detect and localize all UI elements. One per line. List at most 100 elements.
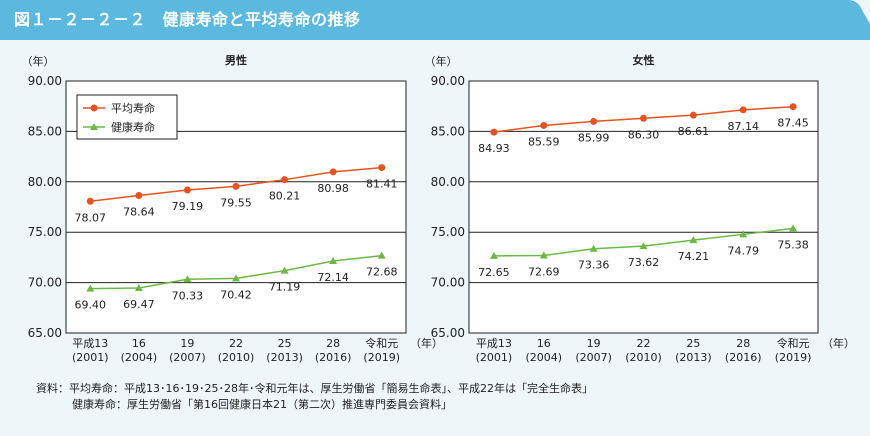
data-label: 72.65 <box>478 266 510 279</box>
x-tick-label: 28 <box>736 337 750 350</box>
data-label: 70.33 <box>172 289 204 302</box>
data-label: 74.21 <box>678 250 710 263</box>
x-tick-label: 28 <box>326 337 340 350</box>
y-tick-label: 75.00 <box>28 225 62 239</box>
x-tick-label-year: (2016) <box>725 351 762 364</box>
x-tick-label-year: (2001) <box>476 351 513 364</box>
x-axis-unit: （年） <box>410 336 443 350</box>
x-tick-label-year: (2016) <box>315 351 352 364</box>
data-label: 80.98 <box>317 182 349 195</box>
y-tick-label: 70.00 <box>28 276 62 290</box>
data-point <box>183 275 192 283</box>
y-tick-label: 85.00 <box>431 124 465 138</box>
x-tick-label: 令和元 <box>365 336 398 350</box>
x-tick-label: 22 <box>637 337 651 350</box>
x-tick-label: 19 <box>180 337 194 350</box>
y-tick-label: 65.00 <box>28 326 62 340</box>
legend-label: 健康寿命 <box>111 120 155 134</box>
data-point <box>489 251 498 259</box>
data-point <box>539 251 548 259</box>
data-point <box>540 121 548 129</box>
data-label: 69.47 <box>123 298 155 311</box>
data-label: 71.19 <box>269 281 301 294</box>
data-point <box>689 236 698 244</box>
data-label: 74.79 <box>727 244 759 257</box>
data-point <box>281 176 289 184</box>
data-label: 84.93 <box>478 142 510 155</box>
y-tick-label: 80.00 <box>431 175 465 189</box>
data-label: 72.69 <box>528 265 560 278</box>
y-tick-label: 65.00 <box>431 326 465 340</box>
data-point <box>639 242 648 250</box>
data-point <box>86 197 94 205</box>
x-tick-label-year: (2019) <box>363 351 400 364</box>
data-point <box>589 244 598 252</box>
x-tick-label-year: (2013) <box>675 351 712 364</box>
data-label: 86.30 <box>628 128 660 141</box>
data-label: 78.64 <box>123 206 155 219</box>
y-tick-label: 90.00 <box>431 74 465 88</box>
y-tick-label: 85.00 <box>28 124 62 138</box>
x-tick-label: 25 <box>278 337 292 350</box>
y-tick-label: 70.00 <box>431 276 465 290</box>
data-point <box>689 111 697 119</box>
data-point <box>329 168 337 176</box>
data-label: 79.19 <box>172 200 204 213</box>
x-tick-label: 22 <box>229 337 243 350</box>
y-tick-label: 80.00 <box>28 175 62 189</box>
data-label: 78.07 <box>75 211 107 224</box>
x-tick-label: 16 <box>132 337 146 350</box>
data-label: 73.62 <box>628 256 660 269</box>
data-label: 85.99 <box>578 131 610 144</box>
figure-title: 図１－２－２－２ 健康寿命と平均寿命の推移 <box>14 10 361 29</box>
data-point <box>232 182 240 190</box>
legend-label: 平均寿命 <box>111 101 155 115</box>
source-line-2: 健康寿命：厚生労働省「第16回健康日本21（第二次）推進専門委員会資料」 <box>72 398 452 411</box>
data-label: 80.21 <box>269 190 301 203</box>
data-label: 81.41 <box>366 178 398 191</box>
data-label: 79.55 <box>220 196 252 209</box>
x-axis-unit: （年） <box>822 336 855 350</box>
data-point <box>135 192 143 200</box>
data-label: 69.40 <box>75 299 107 312</box>
x-tick-label-year: (2004) <box>525 351 562 364</box>
data-label: 72.68 <box>366 266 398 279</box>
x-tick-label: 平成13 <box>72 337 108 350</box>
x-tick-label-year: (2019) <box>775 351 812 364</box>
x-tick-label-year: (2013) <box>266 351 303 364</box>
x-tick-label: 令和元 <box>777 336 810 350</box>
data-point <box>378 164 386 172</box>
data-point <box>590 117 598 125</box>
data-label: 87.45 <box>777 117 809 130</box>
chart-title: 男性 <box>225 53 247 67</box>
data-label: 86.61 <box>678 125 710 138</box>
data-point <box>789 103 797 111</box>
legend-marker <box>90 123 98 130</box>
x-tick-label-year: (2004) <box>121 351 158 364</box>
y-axis-unit: （年） <box>425 54 458 68</box>
title-banner <box>0 0 870 40</box>
data-label: 72.14 <box>317 271 349 284</box>
x-tick-label-year: (2007) <box>169 351 206 364</box>
source-line-1: 資料：平均寿命：平成13･16･19･25･28年･令和元年は、厚生労働省「簡易… <box>36 382 593 395</box>
data-label: 70.42 <box>220 288 252 301</box>
y-axis-unit: （年） <box>22 54 55 68</box>
x-tick-label-year: (2010) <box>218 351 255 364</box>
x-tick-label-year: (2007) <box>575 351 612 364</box>
data-point <box>134 283 143 291</box>
data-point <box>377 251 386 259</box>
data-point <box>739 106 747 114</box>
plot-area <box>468 80 819 334</box>
data-label: 87.14 <box>727 120 759 133</box>
x-tick-label-year: (2010) <box>625 351 662 364</box>
data-point <box>232 274 240 282</box>
chart-title: 女性 <box>633 53 655 67</box>
data-point <box>86 284 95 292</box>
data-label: 85.59 <box>528 135 560 148</box>
x-tick-label: 平成13 <box>476 337 512 350</box>
x-tick-label-year: (2001) <box>72 351 109 364</box>
